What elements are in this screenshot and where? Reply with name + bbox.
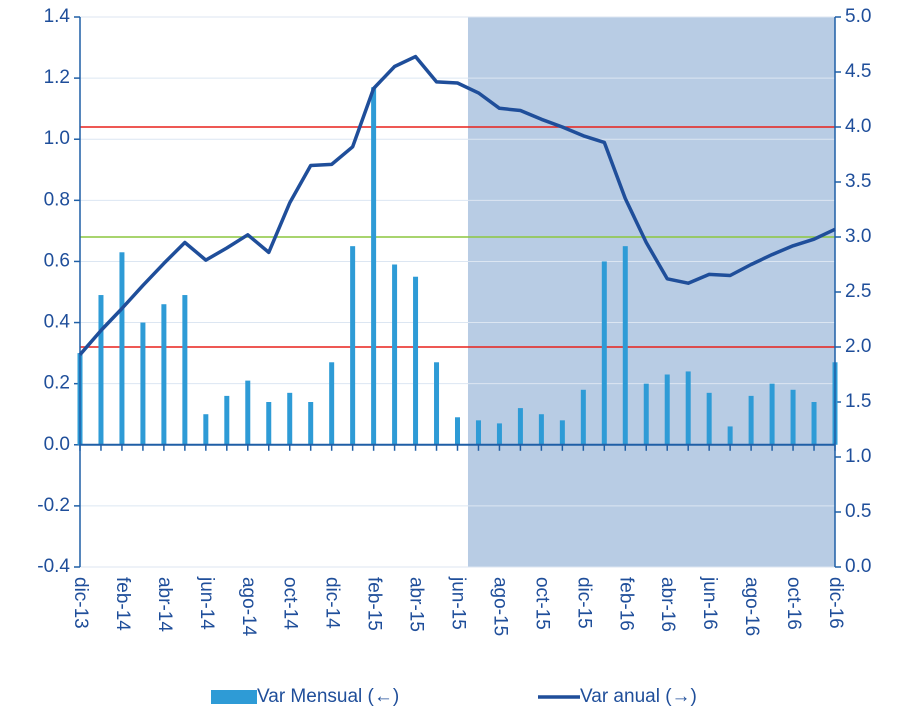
x-tick-label: oct-16 [783,577,804,630]
line [78,54,836,356]
bar [706,392,712,445]
x-tick-label: feb-16 [615,577,636,631]
y2-tick-label: 2.0 [845,336,871,357]
legend-label: Var anual (→) [580,686,697,707]
y-tick-label: 0.0 [44,434,70,455]
bar [769,383,775,445]
y-tick-label: -0.4 [37,556,70,577]
bar [601,261,607,445]
bar [287,392,293,445]
legend-swatch [211,690,257,704]
x-tick-label: feb-15 [364,577,385,631]
y2-tick-label: 5.0 [845,6,871,27]
y2-tick-label: 0.5 [845,501,871,522]
bar [161,304,167,445]
bar [455,417,460,445]
x-tick-label: abr-15 [406,577,427,632]
x-tick-label: ago-14 [238,577,259,637]
y2-tick-label: 2.5 [845,281,871,302]
bar [140,322,146,445]
y-tick-label: 0.6 [44,250,70,271]
x-tick-label: oct-14 [280,577,301,630]
bar [224,395,230,445]
y-tick-label: -0.2 [37,495,70,516]
bar [580,389,586,445]
y2-tick-label: 4.0 [845,116,871,137]
y-tick-label: 0.8 [44,189,70,210]
bar [685,371,691,445]
x-tick-label: ago-15 [489,577,510,636]
x-tick-label: dic-15 [573,577,594,629]
bar [727,426,733,445]
bar [748,395,754,445]
y-tick-label: 0.4 [44,312,71,333]
bar [392,264,398,445]
bar [664,374,670,445]
x-tick-label: oct-15 [531,577,552,630]
bar [119,252,125,445]
x-tick-label: dic-16 [825,577,846,629]
bar [538,414,544,445]
bar [517,408,523,445]
y2-tick-label: 0.0 [845,556,871,577]
x-tick-label: jun-15 [447,576,468,630]
bar [413,276,419,445]
y2-tick-label: 3.0 [845,226,871,247]
bar [643,383,649,445]
x-tick-label: abr-14 [154,577,175,632]
y2-tick-label: 1.0 [845,446,871,467]
bar [371,87,377,445]
bar [496,423,502,445]
bar [308,402,314,445]
x-tick-label: dic-14 [322,577,343,629]
bar [329,362,335,445]
bar [182,295,188,445]
bar [811,402,817,445]
y2-tick-label: 1.5 [845,391,871,412]
bar [245,380,251,445]
x-tick-label: ago-16 [741,577,762,636]
y-tick-label: 1.4 [44,6,71,27]
bar [266,402,272,445]
bar [622,246,628,445]
y2-tick-label: 4.5 [845,61,871,82]
bar [350,246,356,445]
y-tick-label: 1.0 [44,128,70,149]
bar [434,362,440,445]
bar [98,295,104,445]
x-tick-label: jun-14 [196,576,217,630]
x-tick-label: feb-14 [112,577,133,631]
bar [203,414,209,445]
y-tick-label: 0.2 [44,373,70,394]
bar [475,420,481,445]
shaded-period [467,17,835,567]
x-tick-label: dic-13 [70,577,91,629]
legend-label: Var Mensual (←) [257,686,399,707]
x-tick-label: abr-16 [657,577,678,632]
y-tick-label: 1.2 [44,67,70,88]
y2-tick-label: 3.5 [845,171,871,192]
bar [559,420,565,445]
x-tick-label: jun-16 [699,576,720,630]
bar [790,389,796,445]
